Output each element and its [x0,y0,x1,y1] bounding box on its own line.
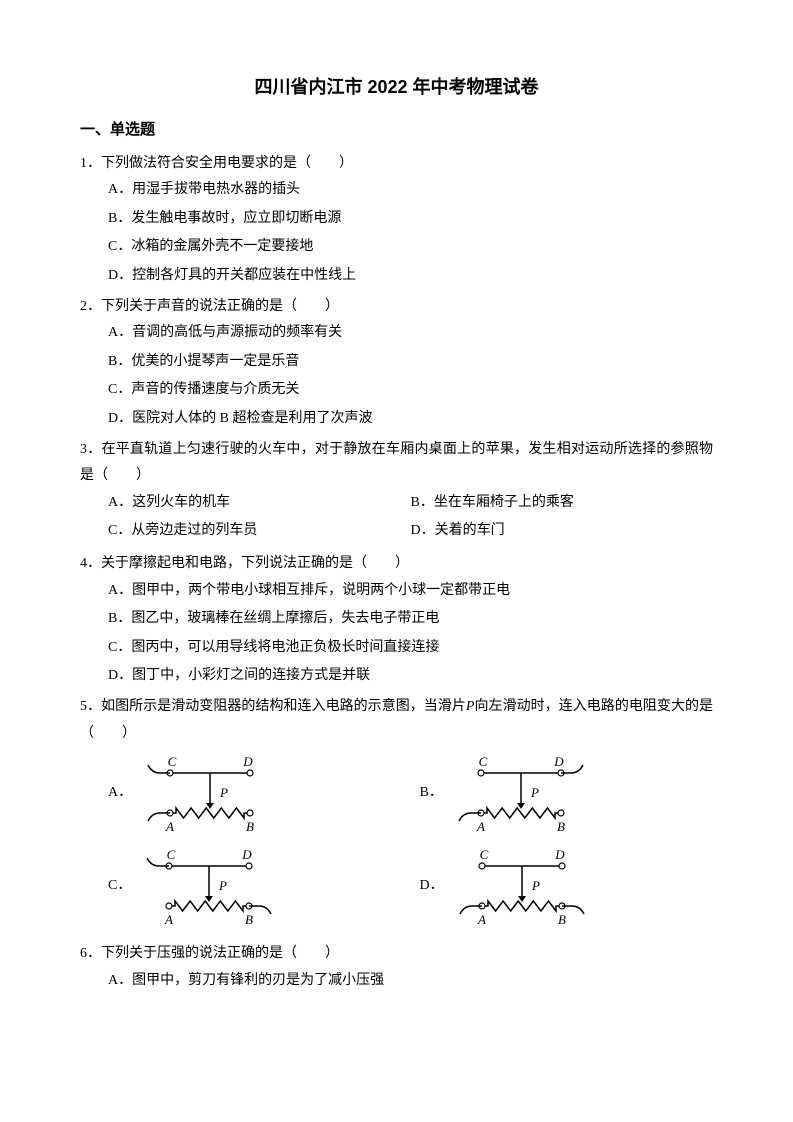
question-6: 6．下列关于压强的说法正确的是（ ） A．图甲中，剪刀有锋利的刃是为了减小压强 [80,941,713,994]
q1-option-c: C．冰箱的金属外壳不一定要接地 [108,234,713,261]
rheostat-diagram-d: C D P A B [452,844,592,929]
question-4: 4．关于摩擦起电和电路，下列说法正确的是（ ） A．图甲中，两个带电小球相互排斥… [80,551,713,690]
q2-stem: 2．下列关于声音的说法正确的是（ ） [80,294,713,321]
svg-text:P: P [218,878,227,893]
svg-text:A: A [165,819,174,834]
rheostat-diagram-b: C D P A B [451,751,591,836]
q5-label-d: D． [420,873,444,900]
svg-text:P: P [530,785,539,800]
svg-text:C: C [479,847,488,862]
svg-text:A: A [476,819,485,834]
svg-text:C: C [479,754,488,769]
q4-option-a: A．图甲中，两个带电小球相互排斥，说明两个小球一定都带正电 [108,578,713,605]
exam-title: 四川省内江市 2022 年中考物理试卷 [80,70,713,104]
svg-text:D: D [242,754,253,769]
q5-option-d: D． C D P A B [402,844,714,929]
q5-option-b: B． C D P A B [402,751,714,836]
rheostat-diagram-a: C D P A B [140,751,280,836]
svg-text:B: B [246,819,254,834]
svg-text:C: C [167,847,176,862]
svg-text:P: P [219,785,228,800]
section-header: 一、单选题 [80,116,713,145]
svg-text:C: C [168,754,177,769]
q3-option-a: A．这列火车的机车 [108,490,411,517]
q1-stem: 1．下列做法符合安全用电要求的是（ ） [80,151,713,178]
q3-option-b: B．坐在车厢椅子上的乘客 [411,490,714,517]
svg-text:A: A [164,912,173,927]
svg-text:D: D [554,847,565,862]
svg-text:B: B [558,912,566,927]
question-1: 1．下列做法符合安全用电要求的是（ ） A．用湿手拔带电热水器的插头 B．发生触… [80,151,713,290]
q5-stem-pre: 5．如图所示是滑动变阻器的结构和连入电路的示意图，当滑片 [80,699,466,714]
question-3: 3．在平直轨道上匀速行驶的火车中，对于静放在车厢内桌面上的苹果，发生相对运动所选… [80,437,713,547]
question-5: 5．如图所示是滑动变阻器的结构和连入电路的示意图，当滑片P向左滑动时，连入电路的… [80,694,713,937]
q5-label-a: A． [108,780,132,807]
svg-text:D: D [553,754,564,769]
svg-text:A: A [477,912,486,927]
q1-option-a: A．用湿手拔带电热水器的插头 [108,177,713,204]
q5-label-b: B． [420,780,443,807]
q2-option-c: C．声音的传播速度与介质无关 [108,377,713,404]
q5-label-c: C． [108,873,131,900]
q2-option-a: A．音调的高低与声源振动的频率有关 [108,320,713,347]
svg-text:D: D [242,847,253,862]
q3-option-d: D．关着的车门 [411,518,714,545]
svg-text:B: B [557,819,565,834]
q4-option-d: D．图丁中，小彩灯之间的连接方式是并联 [108,663,713,690]
q1-option-d: D．控制各灯具的开关都应装在中性线上 [108,263,713,290]
q4-option-b: B．图乙中，玻璃棒在丝绸上摩擦后，失去电子带正电 [108,606,713,633]
q1-option-b: B．发生触电事故时，应立即切断电源 [108,206,713,233]
q2-option-d: D．医院对人体的 B 超检查是利用了次声波 [108,406,713,433]
q3-stem: 3．在平直轨道上匀速行驶的火车中，对于静放在车厢内桌面上的苹果，发生相对运动所选… [80,437,713,490]
rheostat-diagram-c: C D P A B [139,844,279,929]
q5-option-c: C． C D P A B [90,844,402,929]
q6-option-a: A．图甲中，剪刀有锋利的刃是为了减小压强 [108,968,713,995]
svg-text:B: B [245,912,253,927]
svg-text:P: P [531,878,540,893]
q4-option-c: C．图丙中，可以用导线将电池正负极长时间直接连接 [108,635,713,662]
q4-stem: 4．关于摩擦起电和电路，下列说法正确的是（ ） [80,551,713,578]
q2-option-b: B．优美的小提琴声一定是乐音 [108,349,713,376]
question-2: 2．下列关于声音的说法正确的是（ ） A．音调的高低与声源振动的频率有关 B．优… [80,294,713,433]
q3-option-c: C．从旁边走过的列车员 [108,518,411,545]
q6-stem: 6．下列关于压强的说法正确的是（ ） [80,941,713,968]
q5-option-a: A． C D P A B [90,751,402,836]
q5-stem: 5．如图所示是滑动变阻器的结构和连入电路的示意图，当滑片P向左滑动时，连入电路的… [80,694,713,747]
